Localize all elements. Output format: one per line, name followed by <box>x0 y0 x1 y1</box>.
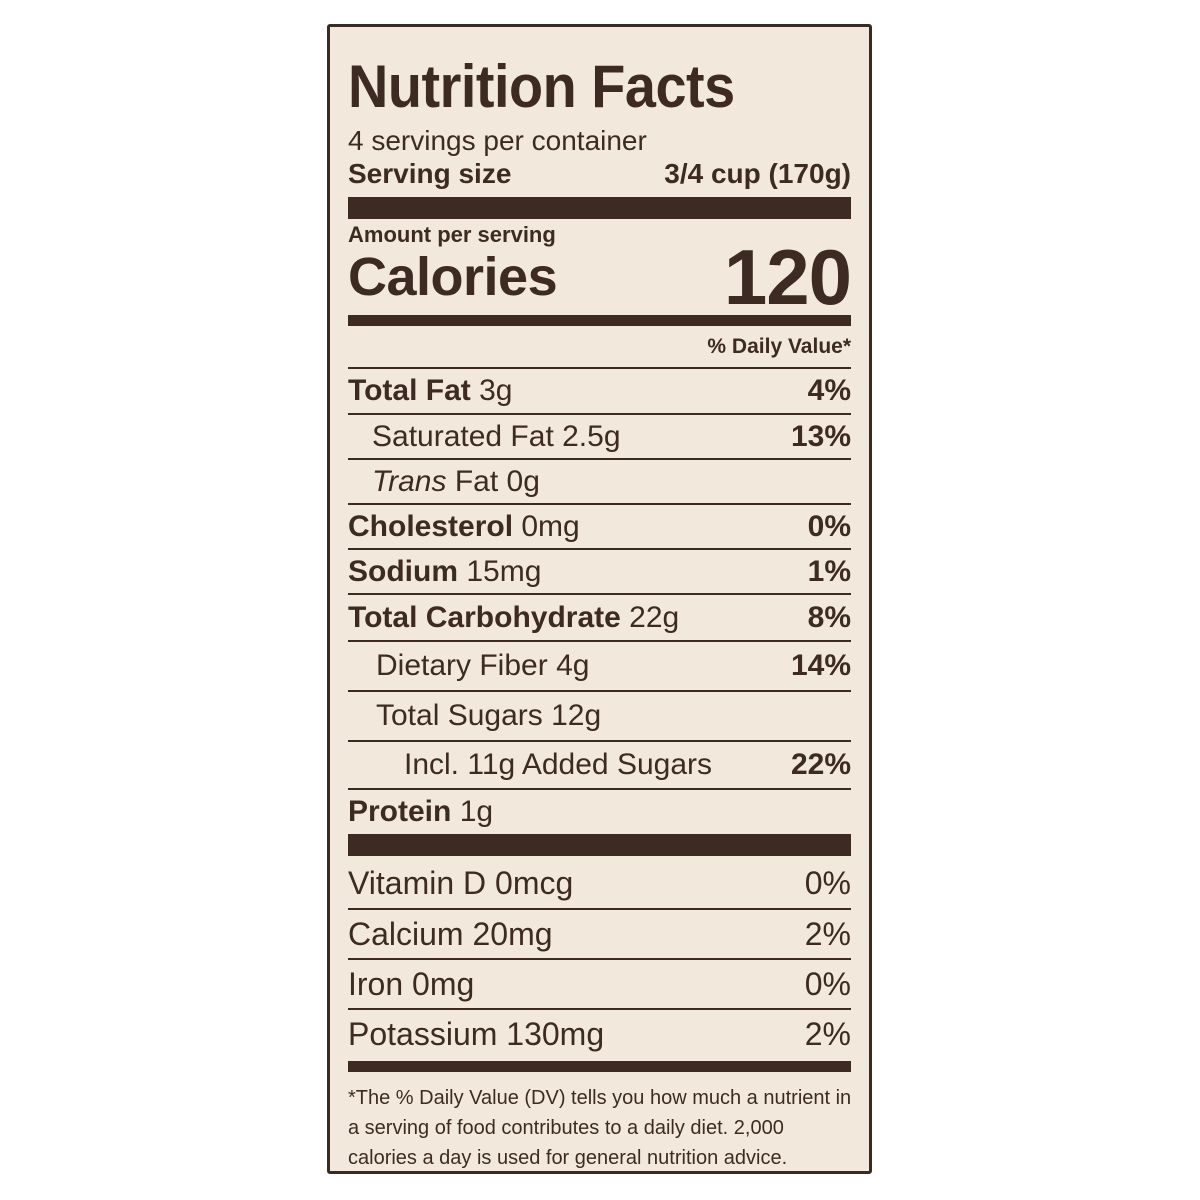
footnote: *The % Daily Value (DV) tells you how mu… <box>348 1083 851 1173</box>
nutrient-row-total-carbohydrate: Total Carbohydrate 22g 8% <box>348 593 851 640</box>
calories-label: Calories <box>348 247 558 307</box>
nutrient-amount: 4g <box>556 649 590 682</box>
vitamin-amount: 0mcg <box>495 864 574 901</box>
calories-row: Calories 120 <box>348 233 852 321</box>
nutrient-dv: 22% <box>790 748 851 781</box>
nutrient-dv: 8% <box>807 600 851 634</box>
serving-size-value: 3/4 cup (170g) <box>664 158 851 189</box>
nutrient-amount: 22g <box>629 600 680 634</box>
vitamin-dv: 0% <box>804 864 851 901</box>
nutrient-name-italic: Trans <box>372 464 447 498</box>
vitamin-amount: 0mg <box>412 965 475 1002</box>
nutrient-amount: 0g <box>506 464 540 498</box>
nutrient-row-saturated-fat: Saturated Fat 2.5g 13% <box>348 413 851 458</box>
nutrition-facts-content: Nutrition Facts 4 servings per container… <box>348 27 852 1173</box>
footnote-line-1: *The % Daily Value (DV) tells you how mu… <box>348 1087 852 1109</box>
vitamin-amount: 130mg <box>506 1015 605 1052</box>
nutrient-dv: 13% <box>790 419 851 453</box>
serving-size-row: Serving size 3/4 cup (170g) <box>348 156 851 192</box>
nutrient-row-sodium: Sodium 15mg 1% <box>348 548 851 593</box>
nutrient-dv: 14% <box>790 649 851 682</box>
nutrient-amount: 15mg <box>466 554 542 588</box>
vitamin-dv: 0% <box>804 965 851 1002</box>
nutrient-row-dietary-fiber: Dietary Fiber 4g 14% <box>348 640 851 690</box>
nutrient-row-trans-fat: Trans Fat 0g <box>348 458 851 503</box>
nutrient-name: Sodium <box>348 554 458 588</box>
thick-divider-vitamins <box>348 834 851 856</box>
nutrient-row-added-sugars: Incl. 11g Added Sugars 22% <box>348 740 851 788</box>
serving-size-label: Serving size <box>348 158 512 189</box>
nutrition-facts-panel: Nutrition Facts 4 servings per container… <box>327 24 872 1174</box>
nutrient-name: Fat <box>454 464 499 498</box>
nutrient-dv: 0% <box>807 509 851 543</box>
footnote-line-3: calories a day is used for general nutri… <box>348 1147 788 1169</box>
vitamin-name: Iron <box>348 965 404 1002</box>
vitamin-name: Vitamin D <box>348 864 487 901</box>
amount-per-serving: Amount per serving <box>348 222 556 247</box>
nutrient-row-cholesterol: Cholesterol 0mg 0% <box>348 503 851 548</box>
nutrient-row-total-fat: Total Fat 3g 4% <box>348 367 851 413</box>
nutrient-name: Saturated Fat <box>372 419 554 453</box>
nutrient-row-protein: Protein 1g <box>348 788 851 834</box>
nutrient-name: Total Sugars <box>376 699 543 732</box>
nutrient-row-total-sugars: Total Sugars 12g <box>348 690 851 740</box>
daily-value-header: % Daily Value* <box>707 335 851 358</box>
nutrient-name: Total Fat <box>348 374 471 407</box>
nutrient-list: Total Fat 3g 4% Saturated Fat 2.5g 13% T… <box>348 367 851 834</box>
medium-divider <box>348 315 851 326</box>
nutrient-dv: 4% <box>807 374 851 407</box>
calories-value: 120 <box>723 232 852 321</box>
thick-divider <box>348 197 851 219</box>
nutrient-name: Cholesterol <box>348 509 514 543</box>
nutrient-amount: 1g <box>459 795 494 828</box>
nutrient-name: Incl. 11g Added Sugars <box>404 748 712 781</box>
nutrient-name: Protein <box>348 795 452 828</box>
vitamin-name: Calcium <box>348 915 464 952</box>
vitamin-amount: 20mg <box>472 915 553 952</box>
vitamin-list: Vitamin D 0mcg 0% Calcium 20mg 2% Iron 0… <box>348 858 851 1058</box>
vitamin-row-iron: Iron 0mg 0% <box>348 958 851 1008</box>
nutrient-amount: 2.5g <box>562 419 621 453</box>
nutrient-amount: 3g <box>479 374 513 407</box>
vitamin-dv: 2% <box>804 1015 851 1052</box>
vitamin-row-potassium: Potassium 130mg 2% <box>348 1008 851 1058</box>
vitamin-row-vitamin-d: Vitamin D 0mcg 0% <box>348 858 851 908</box>
nutrient-name: Dietary Fiber <box>376 649 548 682</box>
vitamin-dv: 2% <box>804 915 851 952</box>
nutrient-amount: 0mg <box>521 509 580 543</box>
nutrient-dv: 1% <box>807 554 851 588</box>
servings-per-container: 4 servings per container <box>348 125 647 156</box>
vitamin-name: Potassium <box>348 1015 498 1052</box>
nutrient-amount: 12g <box>551 699 602 732</box>
vitamin-row-calcium: Calcium 20mg 2% <box>348 908 851 958</box>
footnote-line-2: a serving of food contributes to a daily… <box>348 1117 784 1139</box>
nutrient-name: Total Carbohydrate <box>348 600 621 634</box>
label-title: Nutrition Facts <box>348 53 735 120</box>
footnote-divider <box>348 1061 851 1072</box>
